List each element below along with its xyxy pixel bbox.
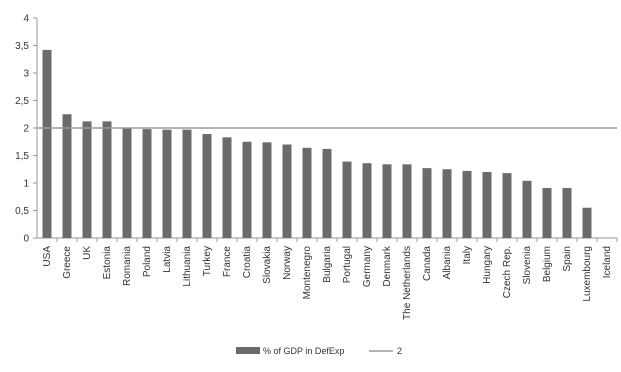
x-tick-label: Slovenia: [522, 246, 533, 285]
bar-slovenia: [522, 180, 532, 238]
y-tick-label: 0,5: [15, 206, 29, 217]
bar-uk: [82, 121, 92, 238]
y-tick-label: 0: [23, 234, 29, 245]
x-tick-label: Greece: [62, 246, 73, 279]
bar-latvia: [162, 129, 172, 238]
x-tick-label: Germany: [362, 246, 373, 287]
bar-turkey: [202, 134, 212, 238]
x-tick-label: Albania: [442, 246, 453, 280]
bar-bulgaria: [322, 148, 332, 238]
y-tick-label: 1: [23, 179, 29, 190]
x-tick-label: Portugal: [342, 246, 353, 283]
x-tick-label: The Netherlands: [402, 246, 413, 320]
bar-denmark: [382, 164, 392, 238]
legend-label-line: 2: [397, 346, 402, 356]
bar-france: [222, 137, 232, 238]
x-tick-label: Croatia: [242, 246, 253, 279]
x-tick-label: Luxembourg: [582, 246, 593, 302]
y-tick-label: 3,5: [15, 41, 29, 52]
bar-hungary: [482, 172, 492, 238]
x-tick-label: USA: [42, 246, 53, 267]
bar-canada: [422, 168, 432, 238]
bar-italy: [462, 170, 472, 238]
x-tick-label: Belgium: [542, 246, 553, 282]
y-axis-ticks: 0 0,5 1 1,5 2 2,5 3 3,5 4: [15, 14, 37, 245]
bar-croatia: [242, 141, 252, 238]
bar-montenegro: [302, 147, 312, 238]
y-tick-label: 1,5: [15, 151, 29, 162]
bar-usa: [42, 49, 52, 239]
legend-swatch-bar: [236, 347, 260, 354]
bar-slovakia: [262, 142, 272, 238]
x-tick-label: Canada: [422, 246, 433, 281]
bar-romania: [122, 128, 132, 238]
x-tick-label: Norway: [282, 246, 293, 280]
legend: % of GDP in DefExp 2: [236, 346, 402, 356]
x-tick-label: Estonia: [102, 246, 113, 280]
x-tick-label: Lithuania: [182, 246, 193, 287]
x-tick-label: Spain: [562, 246, 573, 272]
x-tick-label: Poland: [142, 246, 153, 277]
y-tick-label: 4: [23, 14, 29, 25]
bar-albania: [442, 169, 452, 238]
x-tick-label: Montenegro: [302, 246, 313, 300]
x-tick-label: Hungary: [482, 246, 493, 284]
bars: [42, 49, 592, 239]
x-tick-label: UK: [82, 246, 93, 260]
x-tick-label: Romania: [122, 246, 133, 286]
bar-estonia: [102, 121, 112, 238]
y-tick-label: 2,5: [15, 96, 29, 107]
bar-poland: [142, 129, 152, 238]
bar-germany: [362, 163, 372, 238]
x-axis-ticks: USA Greece UK Estonia Romania Poland Latvia Lit…: [42, 238, 618, 320]
bar-the-netherlands: [402, 164, 412, 238]
x-tick-label: Italy: [462, 246, 473, 264]
bar-portugal: [342, 161, 352, 238]
x-tick-label: Denmark: [382, 245, 393, 287]
bar-czech-rep-: [502, 173, 512, 238]
bar-spain: [562, 187, 572, 238]
y-tick-label: 2: [23, 124, 29, 135]
bar-luxembourg: [582, 207, 592, 238]
x-tick-label: Iceland: [602, 246, 613, 278]
x-tick-label: Latvia: [162, 246, 173, 273]
x-tick-label: Bulgaria: [322, 246, 333, 283]
bar-belgium: [542, 187, 552, 238]
x-tick-label: France: [222, 246, 233, 278]
bar-norway: [282, 144, 292, 238]
y-tick-label: 3: [23, 69, 29, 80]
legend-label-bar: % of GDP in DefExp: [263, 346, 344, 356]
bar-lithuania: [182, 129, 192, 238]
x-tick-label: Turkey: [202, 246, 213, 276]
bar-greece: [62, 114, 72, 238]
x-tick-label: Czech Rep.: [502, 246, 513, 298]
x-tick-label: Slovakia: [262, 246, 273, 284]
